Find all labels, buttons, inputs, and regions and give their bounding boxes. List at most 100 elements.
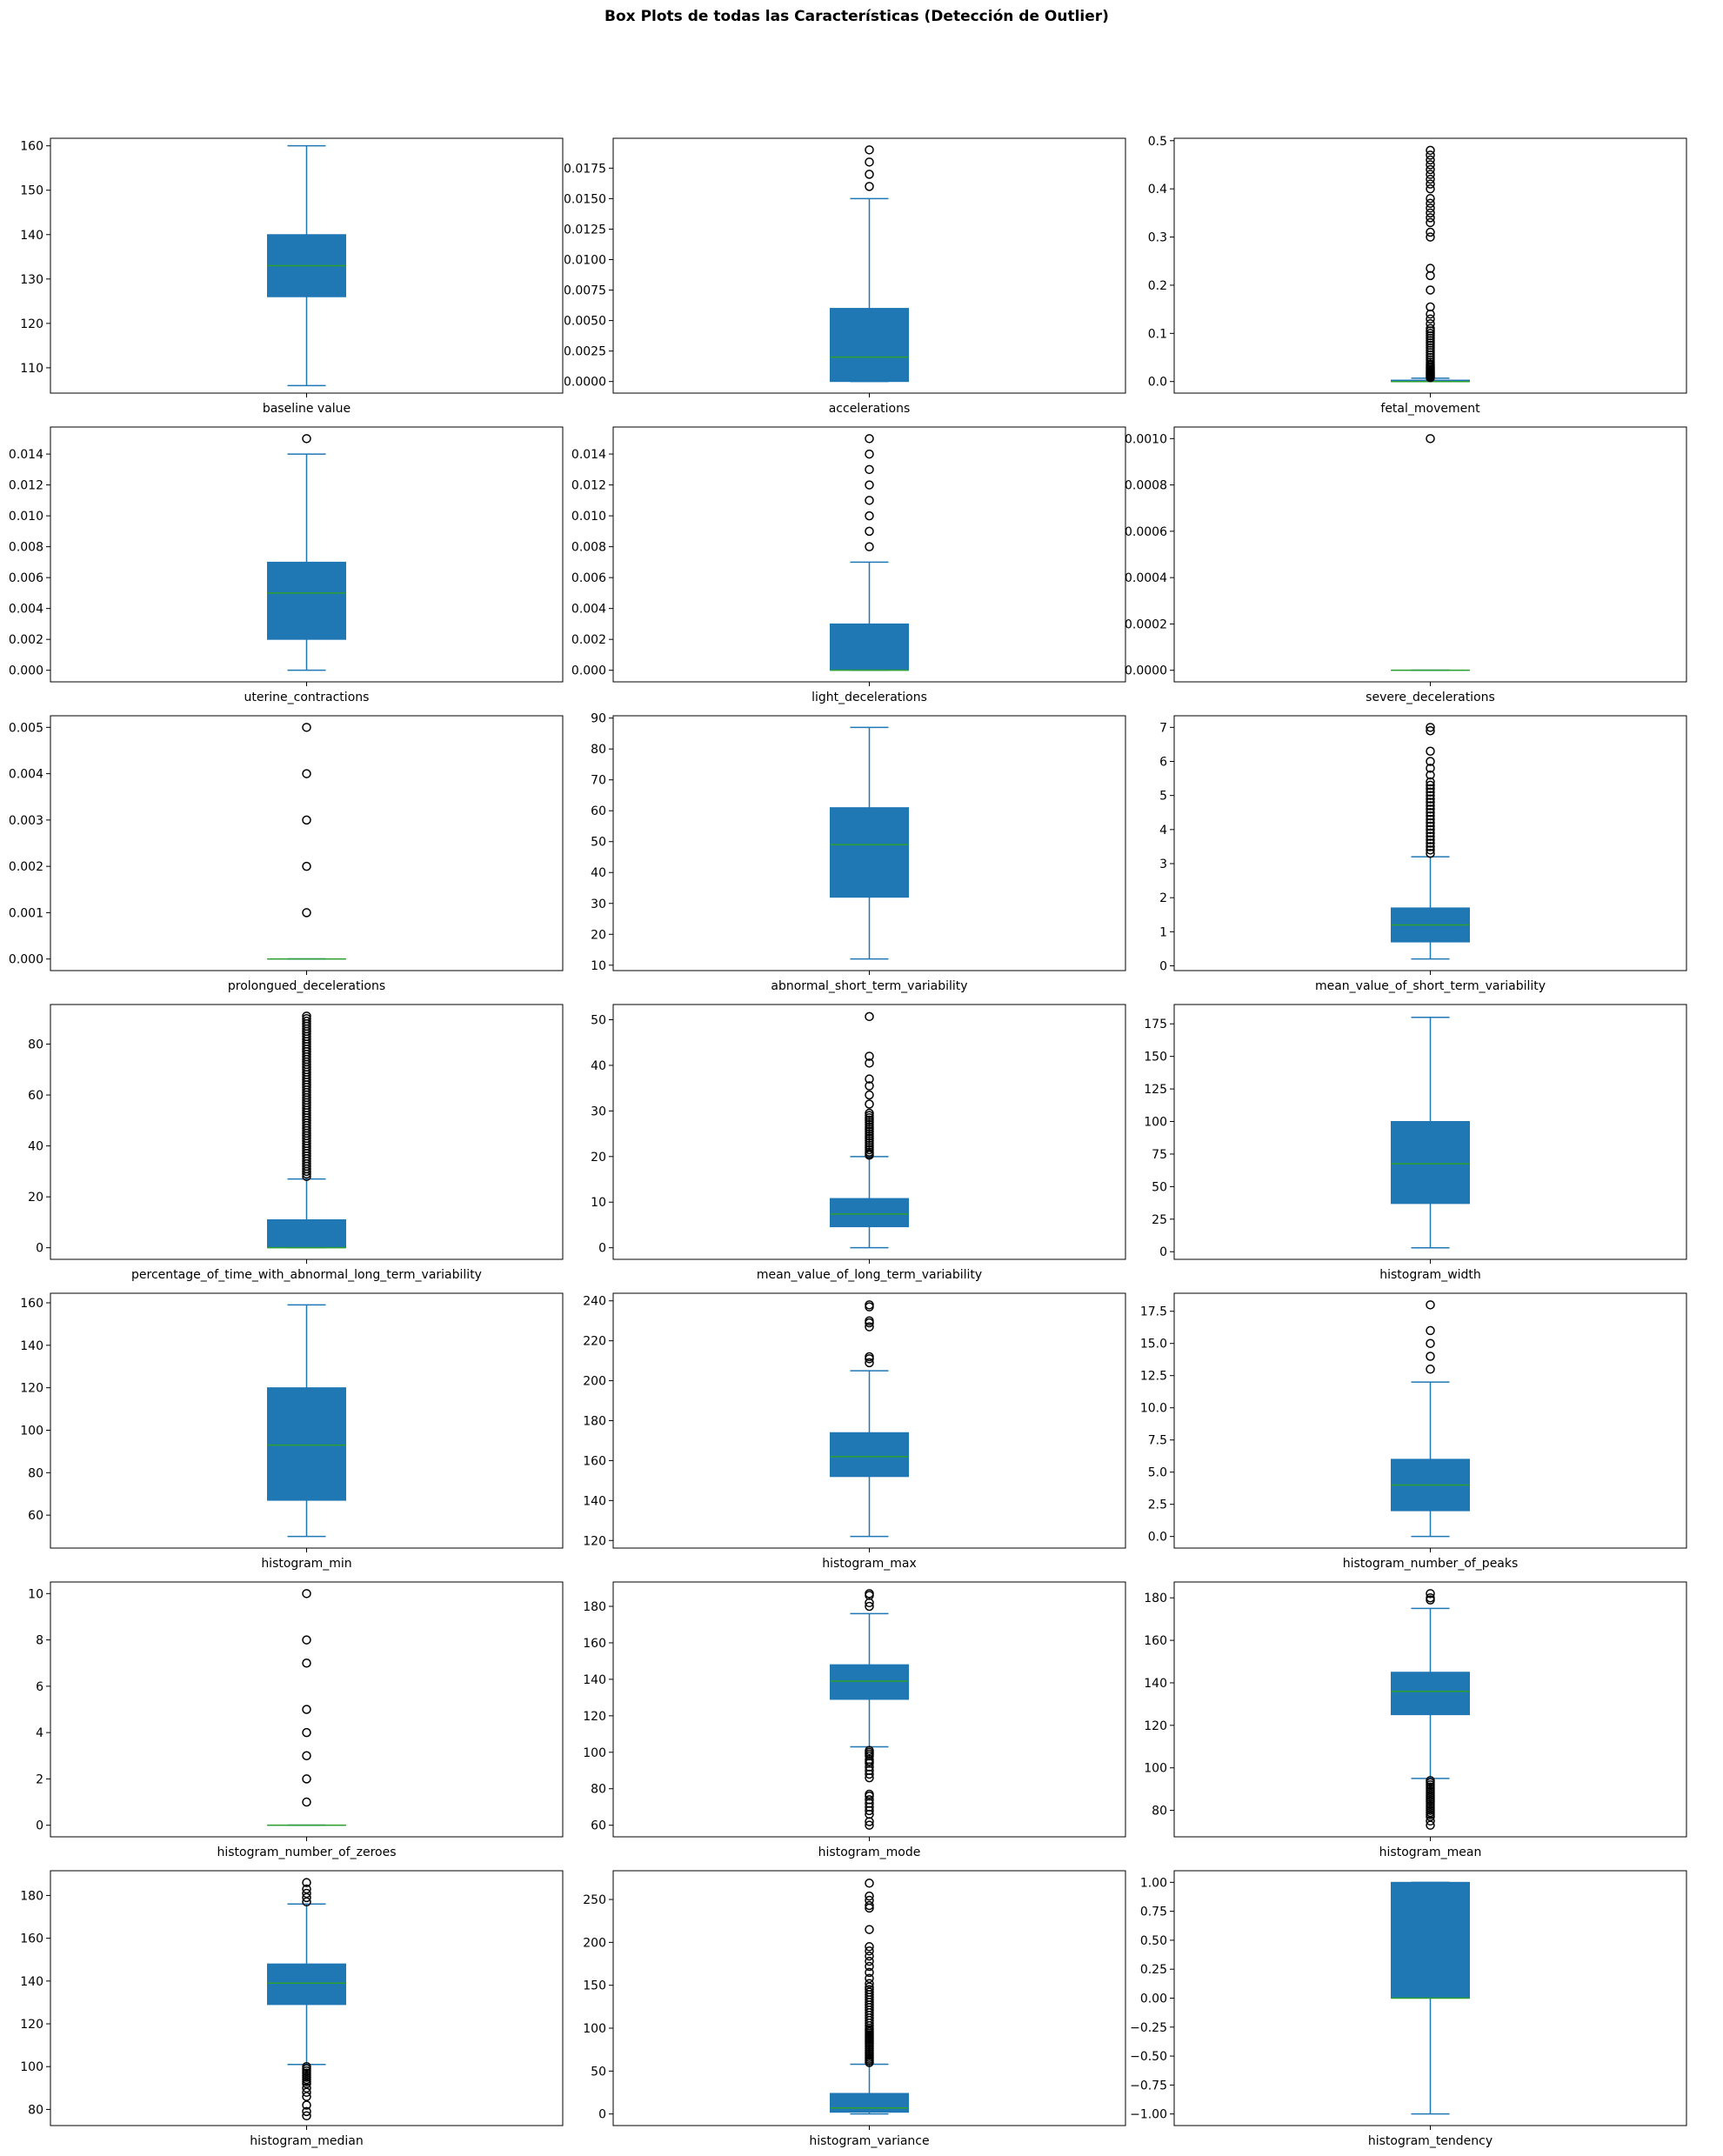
- y-tick-label: 0.010: [571, 510, 606, 524]
- y-tick-label: 15.0: [1140, 1338, 1167, 1352]
- y-tick-label: 160: [20, 1932, 43, 1946]
- outlier-point: [865, 145, 874, 155]
- outlier-point: [1426, 434, 1435, 444]
- y-tick-label: 10: [28, 1587, 43, 1601]
- outlier-point: [302, 1751, 311, 1761]
- y-tick-label: 100: [20, 1424, 43, 1438]
- outlier-point: [865, 182, 874, 191]
- outlier-point: [1426, 227, 1435, 237]
- outlier-point: [1426, 824, 1435, 835]
- y-tick-label: 10.0: [1140, 1402, 1167, 1416]
- outlier-point: [302, 1635, 311, 1645]
- y-tick-label: 120: [20, 317, 43, 331]
- outlier-point: [1426, 160, 1435, 170]
- outlier-point: [1426, 204, 1435, 213]
- outlier-point: [865, 526, 874, 537]
- subplot-mean-value-of-long-term-variability: 0 10 20 30 40 50 mean_value_of_long_term_varia…: [591, 1004, 1126, 1282]
- outlier-point: [865, 1951, 874, 1961]
- outlier-point: [1426, 807, 1435, 818]
- x-tick-label: accelerations: [829, 402, 911, 416]
- outlier-point: [302, 723, 311, 732]
- outlier-point: [1426, 798, 1435, 807]
- outlier-point: [1426, 818, 1435, 828]
- subplot-percentage-of-time-with-abnormal-long-term-variability: 0 20 40 60 80 percentage_of_time_with_abnorma…: [28, 1004, 564, 1282]
- outlier-point: [302, 1897, 311, 1907]
- y-tick-label: 40: [591, 866, 606, 880]
- outlier-point: [1426, 811, 1435, 821]
- y-tick-label: 20: [591, 928, 606, 942]
- y-tick-label: −0.25: [1130, 2021, 1167, 2035]
- outlier-point: [1426, 1338, 1435, 1348]
- outlier-point: [302, 1727, 311, 1738]
- outlier-point: [865, 1316, 874, 1325]
- outlier-point: [865, 1956, 874, 1966]
- outlier-point: [1426, 828, 1435, 838]
- y-tick-label: 130: [20, 273, 43, 287]
- y-tick-label: 80: [591, 743, 606, 757]
- outlier-point: [302, 769, 311, 778]
- outlier-point: [865, 1074, 874, 1084]
- outlier-point: [865, 480, 874, 490]
- y-tick-label: 0.0175: [564, 162, 606, 176]
- outlier-point: [1426, 1820, 1435, 1830]
- outlier-point: [302, 1774, 311, 1784]
- outlier-point: [1426, 757, 1435, 766]
- outlier-point: [302, 2111, 311, 2121]
- subplot-histogram-variance: 0 50 100 150 200 250 histogram_variance: [583, 1870, 1126, 2148]
- subplot-prolongued-decelerations: 0.000 0.001 0.002 0.003 0.004 0.005 prolongued…: [9, 715, 564, 993]
- y-tick-label: 80: [591, 1783, 606, 1797]
- y-tick-label: 140: [583, 1494, 606, 1508]
- outlier-point: [1426, 842, 1435, 851]
- y-tick-label: 0: [36, 1242, 43, 1256]
- y-tick-label: 0.000: [9, 953, 43, 967]
- y-tick-label: 140: [20, 1339, 43, 1353]
- outlier-point: [1426, 845, 1435, 855]
- y-tick-label: 75: [1152, 1148, 1167, 1162]
- y-tick-label: 0.75: [1140, 1906, 1167, 1919]
- outlier-point: [865, 1942, 874, 1952]
- outlier-point: [865, 1961, 874, 1972]
- outlier-point: [1426, 179, 1435, 189]
- y-tick-label: 140: [20, 229, 43, 243]
- outlier-point: [1426, 1325, 1435, 1336]
- outlier-point: [1426, 787, 1435, 797]
- outlier-point: [302, 1011, 311, 1021]
- y-tick-label: 0.003: [9, 814, 43, 828]
- outlier-point: [1426, 264, 1435, 273]
- outlier-point: [1426, 835, 1435, 844]
- y-tick-label: 0.012: [571, 479, 606, 493]
- y-tick-label: 17.5: [1140, 1305, 1167, 1319]
- subplot-severe-decelerations: 0.0000 0.0002 0.0004 0.0006 0.0008 0.0010 seve…: [1125, 426, 1687, 704]
- outlier-point: [1426, 801, 1435, 811]
- outlier-point: [1426, 764, 1435, 773]
- outlier-point: [865, 1300, 874, 1310]
- y-tick-label: 2: [36, 1772, 43, 1786]
- y-tick-label: 180: [583, 1600, 606, 1614]
- outlier-point: [1426, 155, 1435, 165]
- box: [830, 2093, 909, 2113]
- outlier-point: [302, 2100, 311, 2110]
- outlier-point: [302, 2061, 311, 2072]
- y-tick-label: 6: [1159, 755, 1167, 769]
- y-tick-label: 175: [1144, 1018, 1167, 1031]
- outlier-point: [1426, 1776, 1435, 1786]
- outlier-point: [302, 1878, 311, 1887]
- outlier-point: [865, 496, 874, 505]
- outlier-point: [865, 1900, 874, 1911]
- subplot-mean-value-of-short-term-variability: 0 1 2 3 4 5 6 7 mean_value_of_short_term_variabi…: [1159, 715, 1687, 993]
- y-tick-label: 4: [36, 1726, 43, 1740]
- box: [830, 1664, 909, 1700]
- y-tick-label: 0.0100: [564, 253, 606, 267]
- outlier-point: [1426, 285, 1435, 295]
- outlier-point: [865, 1789, 874, 1799]
- subplot-uterine-contractions: 0.000 0.002 0.004 0.006 0.008 0.010 0.012 0.014…: [9, 426, 564, 704]
- y-tick-label: 200: [583, 1375, 606, 1389]
- outlier-point: [1426, 804, 1435, 814]
- box: [267, 561, 346, 640]
- y-tick-label: 160: [583, 1454, 606, 1468]
- outlier-point: [865, 1979, 874, 1988]
- outlier-point: [1426, 725, 1435, 736]
- x-tick-label: mean_value_of_long_term_variability: [757, 1268, 982, 1282]
- outlier-point: [1426, 170, 1435, 179]
- outlier-point: [1426, 217, 1435, 228]
